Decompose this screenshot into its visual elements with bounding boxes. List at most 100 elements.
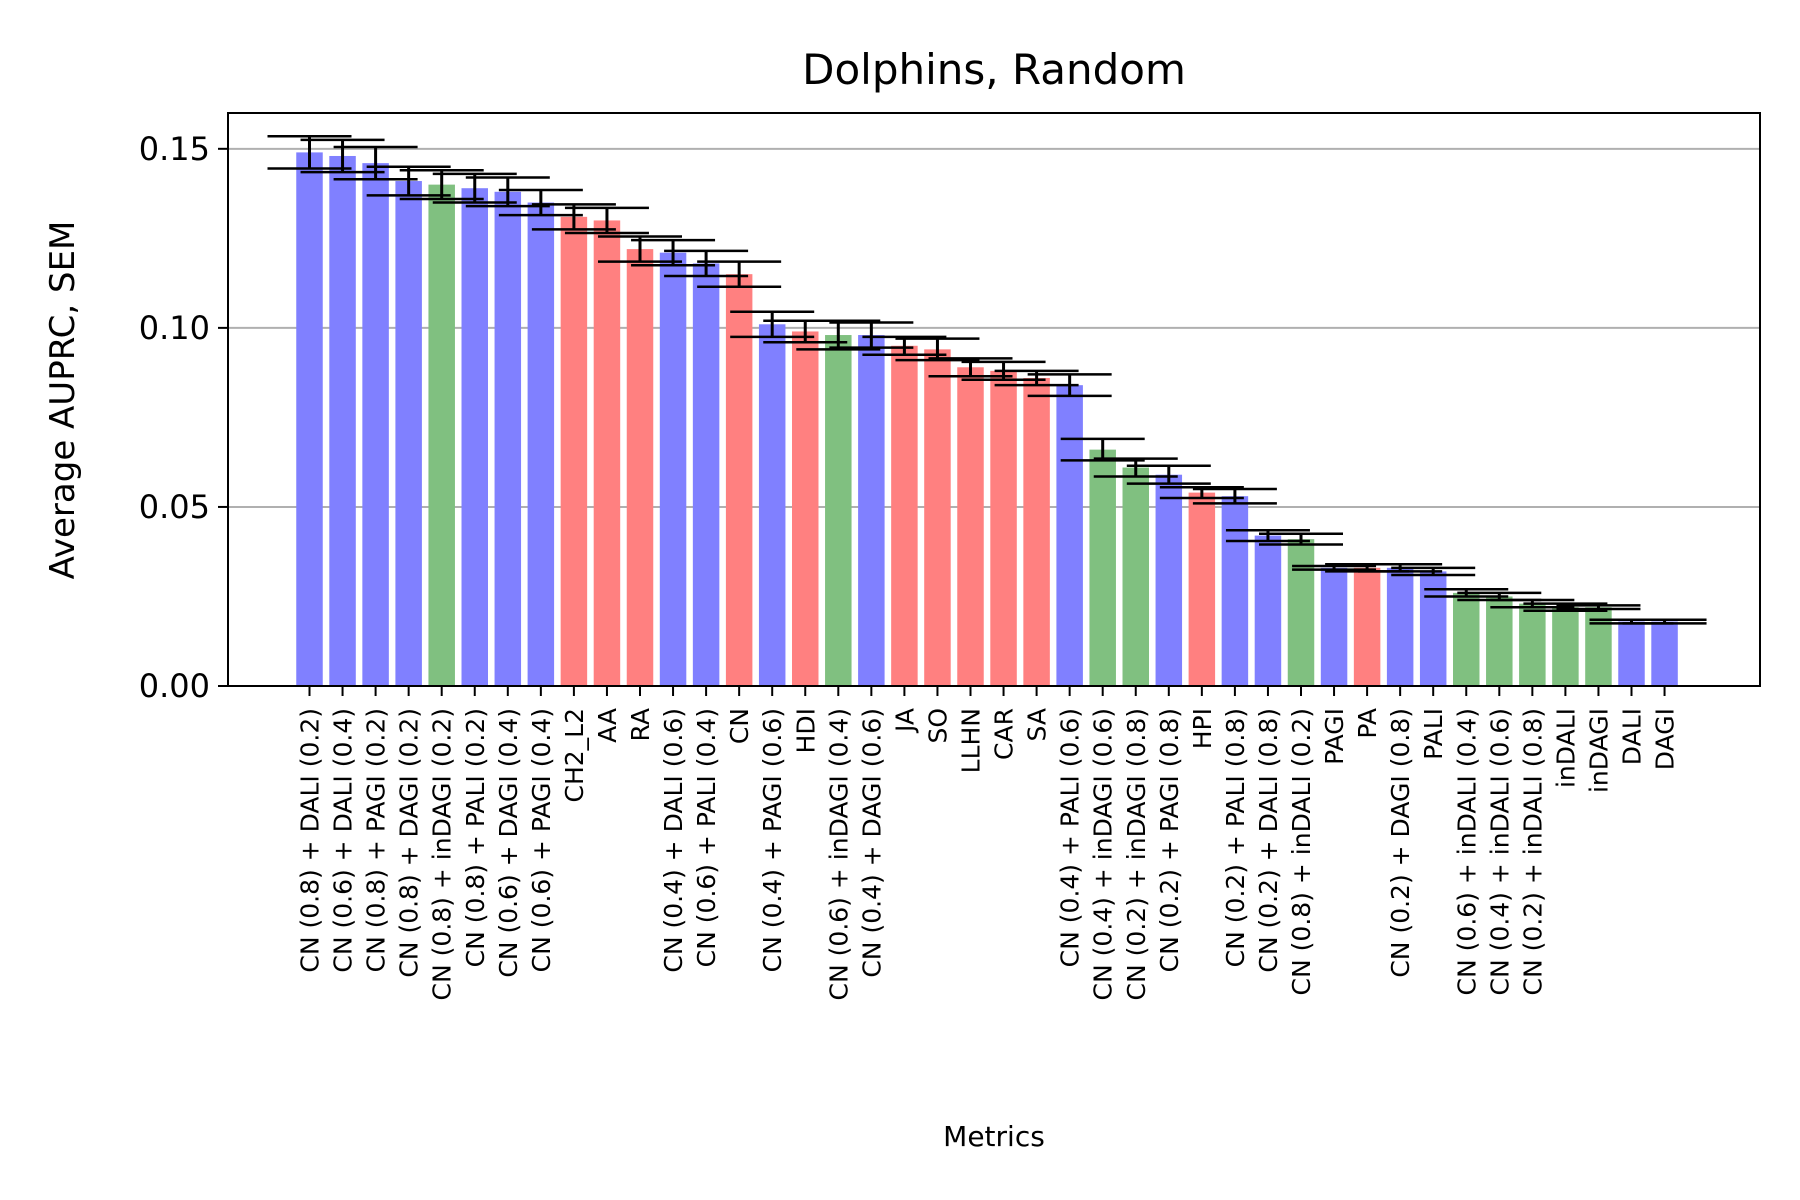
- bar: [1552, 607, 1579, 686]
- x-tick-label: PALI: [1419, 708, 1448, 760]
- error-bar: [1126, 464, 1211, 485]
- bar: [362, 163, 389, 686]
- x-tick-label: CN (0.8) + inDALI (0.2): [1287, 708, 1316, 995]
- bar: [725, 274, 753, 686]
- x-tick-label: CN (0.8) + inDAGI (0.2): [428, 708, 457, 1000]
- bar: [1254, 535, 1282, 686]
- bar: [1122, 467, 1149, 686]
- x-tick-label: CN (0.2) + DALI (0.8): [1254, 708, 1283, 973]
- bar: [296, 152, 323, 687]
- bar: [1386, 567, 1414, 686]
- error-bar: [564, 206, 649, 235]
- error-bar: [1027, 373, 1112, 398]
- bar: [659, 252, 687, 686]
- x-axis-label: Metrics: [943, 1120, 1045, 1153]
- bars: [296, 152, 1678, 687]
- x-tick-label: CN (0.2) + inDAGI (0.8): [1122, 708, 1151, 1000]
- error-bar: [796, 319, 881, 351]
- bar: [1651, 621, 1678, 686]
- bar: [891, 345, 918, 686]
- bar: [1089, 449, 1116, 686]
- y-axis-label: Average AUPRC, SEM: [43, 221, 83, 580]
- bar: [395, 181, 422, 686]
- bar: [1056, 385, 1083, 686]
- x-tick-label: CN (0.2) + inDALI (0.8): [1518, 708, 1547, 995]
- x-tick-label: CN (0.4) + DAGI (0.6): [857, 708, 886, 978]
- x-tick-label: CN (0.4) + PALI (0.6): [1056, 708, 1085, 967]
- x-tick-label: inDALI: [1551, 708, 1580, 788]
- x-tick-label: CH2_L2: [560, 708, 589, 803]
- error-bar: [498, 188, 583, 217]
- bar: [1287, 539, 1315, 686]
- x-tick-label: CN (0.4) + inDALI (0.6): [1485, 708, 1514, 995]
- error-bar: [664, 249, 749, 278]
- x-tick-label: PA: [1353, 708, 1382, 739]
- bar: [957, 367, 984, 686]
- x-tick-label: SO: [923, 708, 952, 744]
- error-bar: [465, 176, 550, 208]
- x-tick-label: CN (0.4) + DALI (0.6): [659, 708, 688, 973]
- bar: [1453, 592, 1480, 686]
- bar: [1023, 378, 1050, 686]
- y-tick-label: 0.00: [139, 667, 210, 705]
- x-tick-label: LLHN: [957, 708, 986, 773]
- x-tick-label: CN (0.8) + PAGI (0.2): [362, 708, 391, 972]
- x-tick-label: DALI: [1618, 708, 1647, 765]
- x-tick-label: RA: [626, 708, 655, 741]
- error-bar: [1192, 487, 1277, 505]
- x-tick-label: CN (0.6) + inDALI (0.4): [1452, 708, 1481, 995]
- bar: [1353, 567, 1381, 686]
- x-axis-ticks: CN (0.8) + DALI (0.2) CN (0.6) + DALI (0.…: [296, 686, 1680, 1000]
- error-bar: [267, 135, 352, 170]
- bar: [329, 155, 356, 687]
- bar: [1519, 603, 1546, 686]
- x-tick-label: CN (0.2) + DAGI (0.8): [1386, 708, 1415, 978]
- error-bar: [1259, 532, 1343, 546]
- bar: [858, 335, 885, 686]
- x-tick-label: HDI: [791, 708, 820, 753]
- y-tick-label: 0.05: [139, 488, 210, 526]
- x-tick-label: CAR: [990, 708, 1019, 760]
- bar: [1155, 474, 1183, 686]
- error-bars: [267, 135, 1707, 625]
- y-axis-ticks: 0.00 0.05 0.10 0.15: [139, 130, 228, 705]
- bar: [626, 249, 654, 686]
- x-tick-label: HPI: [1188, 708, 1217, 749]
- bar: [527, 202, 555, 686]
- bar: [792, 331, 819, 686]
- bar: [1188, 492, 1216, 686]
- bar: [1618, 621, 1645, 686]
- bar: [825, 335, 852, 686]
- error-bar: [1225, 528, 1310, 543]
- x-tick-label: inDAGI: [1584, 708, 1613, 793]
- bar: [1320, 567, 1348, 686]
- error-bar: [1292, 564, 1377, 571]
- chart-title: Dolphins, Random: [802, 45, 1186, 94]
- bar: [593, 220, 621, 686]
- error-bar: [300, 138, 385, 174]
- error-bar: [829, 321, 914, 349]
- error-bar: [1060, 437, 1145, 462]
- bar: [1221, 496, 1249, 686]
- error-bar: [1093, 457, 1178, 478]
- x-tick-label: CN (0.6) + DAGI (0.4): [494, 708, 523, 978]
- bar: [758, 324, 786, 686]
- x-tick-label: CN (0.8) + PALI (0.2): [461, 708, 490, 967]
- error-bar: [1391, 566, 1476, 577]
- x-tick-label: CN (0.4) + inDAGI (0.6): [1089, 708, 1118, 1000]
- bar: [924, 349, 951, 686]
- x-tick-label: PAGI: [1320, 708, 1349, 765]
- x-tick-label: CN (0.6) + DALI (0.4): [329, 708, 358, 973]
- error-bar: [1556, 604, 1641, 611]
- bar: [494, 191, 522, 686]
- bar: [1486, 596, 1513, 686]
- bar: [560, 216, 588, 686]
- x-tick-label: CN (0.8) + DALI (0.2): [296, 708, 325, 973]
- x-tick-label: SA: [1023, 708, 1052, 741]
- error-bar: [631, 238, 716, 267]
- x-tick-label: CN (0.6) + PAGI (0.4): [527, 708, 556, 972]
- x-tick-label: CN: [725, 708, 754, 744]
- x-tick-label: AA: [593, 708, 622, 743]
- bar: [692, 263, 720, 686]
